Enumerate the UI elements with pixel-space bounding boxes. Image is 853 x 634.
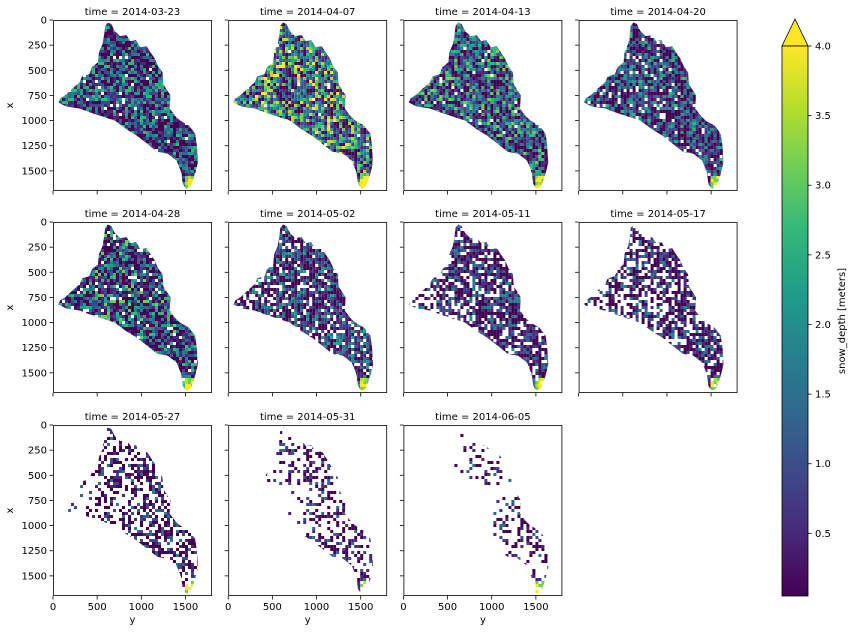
colorbar-tick-label: 1.5	[815, 390, 831, 401]
panel-title: time = 2014-04-28	[85, 209, 180, 220]
x-tick-label: 0	[50, 602, 56, 613]
y-tick-label: 250	[28, 446, 47, 457]
y-tick-label: 500	[28, 66, 47, 77]
facet-panel: time = 2014-06-05 0 500 1000 1500 y	[399, 412, 563, 626]
colorbar: 0.5 1.0 1.5 2.0 2.5 3.0 3.5 4.0 snow_depth [met…	[781, 18, 848, 597]
facet-panel: time = 2014-05-11	[399, 209, 563, 397]
x-axis-label: y	[130, 615, 136, 626]
panel-frame	[403, 222, 563, 393]
x-tick-label: 1500	[173, 602, 198, 613]
colorbar-extend-arrow	[781, 18, 809, 47]
panel-frame	[228, 20, 388, 191]
panel-frame	[53, 20, 212, 191]
y-tick-label: 0	[41, 421, 47, 432]
panel-title: time = 2014-04-07	[260, 7, 355, 18]
y-axis-label: x	[5, 304, 16, 310]
panel-title: time = 2014-05-11	[435, 209, 530, 220]
x-tick-label: 0	[225, 602, 231, 613]
y-tick-label: 1500	[22, 166, 47, 177]
x-tick-label: 500	[88, 602, 107, 613]
x-tick-label: 500	[263, 602, 282, 613]
panel-frame	[228, 425, 388, 596]
y-tick-label: 1000	[22, 521, 47, 532]
y-tick-label: 1000	[22, 116, 47, 127]
x-axis-label: y	[480, 615, 486, 626]
y-tick-label: 750	[28, 293, 47, 304]
colorbar-tick-label: 1.0	[815, 459, 831, 470]
y-tick-label: 0	[41, 16, 47, 27]
panel-title: time = 2014-04-20	[610, 7, 705, 18]
panel-background	[403, 425, 563, 596]
y-tick-label: 500	[28, 471, 47, 482]
colorbar-gradient	[781, 45, 809, 597]
y-tick-label: 1500	[22, 368, 47, 379]
y-tick-label: 750	[28, 496, 47, 507]
facet-panel: time = 2014-04-28 0 250 500 750 1000 1250 1500 x	[5, 209, 212, 397]
x-tick-label: 0	[400, 602, 406, 613]
panel-title: time = 2014-05-31	[260, 412, 355, 423]
colorbar-tick-label: 0.5	[815, 529, 831, 540]
x-tick-label: 1000	[479, 602, 504, 613]
x-tick-label: 1500	[523, 602, 548, 613]
x-tick-label: 1000	[129, 602, 154, 613]
colorbar-tick-label: 3.0	[815, 181, 831, 192]
colorbar-tick-label: 2.0	[815, 320, 831, 331]
y-tick-label: 1250	[22, 546, 47, 557]
facet-panel: time = 2014-05-02	[224, 209, 388, 397]
colorbar-ticks: 0.5 1.0 1.5 2.0 2.5 3.0 3.5 4.0	[808, 42, 831, 540]
facet-panel: time = 2014-05-31 0 500 1000 1500 y	[224, 412, 388, 626]
panel-title: time = 2014-03-23	[85, 7, 180, 18]
panel-frame	[403, 20, 563, 191]
facet-panel: time = 2014-05-27 0 500 1000 1500 y 0 250 500 750…	[5, 412, 212, 626]
panel-frame	[578, 222, 738, 393]
colorbar-tick-label: 2.5	[815, 250, 831, 261]
panel-frame	[578, 20, 738, 191]
y-tick-label: 500	[28, 268, 47, 279]
panel-frame	[403, 425, 563, 596]
panel-frame	[53, 222, 212, 393]
x-tick-label: 500	[438, 602, 457, 613]
y-tick-label: 1250	[22, 141, 47, 152]
facet-panel: time = 2014-03-23 0 250 500 750 1000 1250 1500 x	[5, 7, 212, 195]
colorbar-tick-label: 4.0	[815, 42, 831, 53]
y-tick-label: 250	[28, 41, 47, 52]
y-axis-label: x	[5, 102, 16, 108]
x-tick-label: 1000	[304, 602, 329, 613]
panel-frame	[53, 425, 212, 596]
panel-frame	[228, 222, 388, 393]
panel-title: time = 2014-06-05	[435, 412, 530, 423]
y-tick-label: 250	[28, 243, 47, 254]
y-tick-label: 1000	[22, 318, 47, 329]
x-axis-label: y	[305, 615, 311, 626]
facet-panel: time = 2014-04-13	[399, 7, 563, 195]
facet-grid: time = 2014-03-23 0 250 500 750 1000 1250 1500 x…	[5, 7, 738, 626]
colorbar-label: snow_depth [meters]	[837, 268, 848, 374]
panel-background	[53, 425, 212, 596]
facet-panel: time = 2014-04-20	[575, 7, 738, 195]
y-tick-label: 750	[28, 91, 47, 102]
panel-title: time = 2014-05-27	[85, 412, 180, 423]
panel-title: time = 2014-04-13	[435, 7, 530, 18]
facet-panel: time = 2014-04-07	[224, 7, 388, 195]
facet-panel: time = 2014-05-17	[575, 209, 738, 397]
panel-title: time = 2014-05-17	[610, 209, 705, 220]
y-axis-label: x	[5, 507, 16, 513]
y-tick-label: 0	[41, 218, 47, 229]
x-tick-label: 1500	[348, 602, 373, 613]
y-tick-label: 1500	[22, 571, 47, 582]
y-tick-label: 1250	[22, 343, 47, 354]
panel-title: time = 2014-05-02	[260, 209, 355, 220]
colorbar-tick-label: 3.5	[815, 111, 831, 122]
